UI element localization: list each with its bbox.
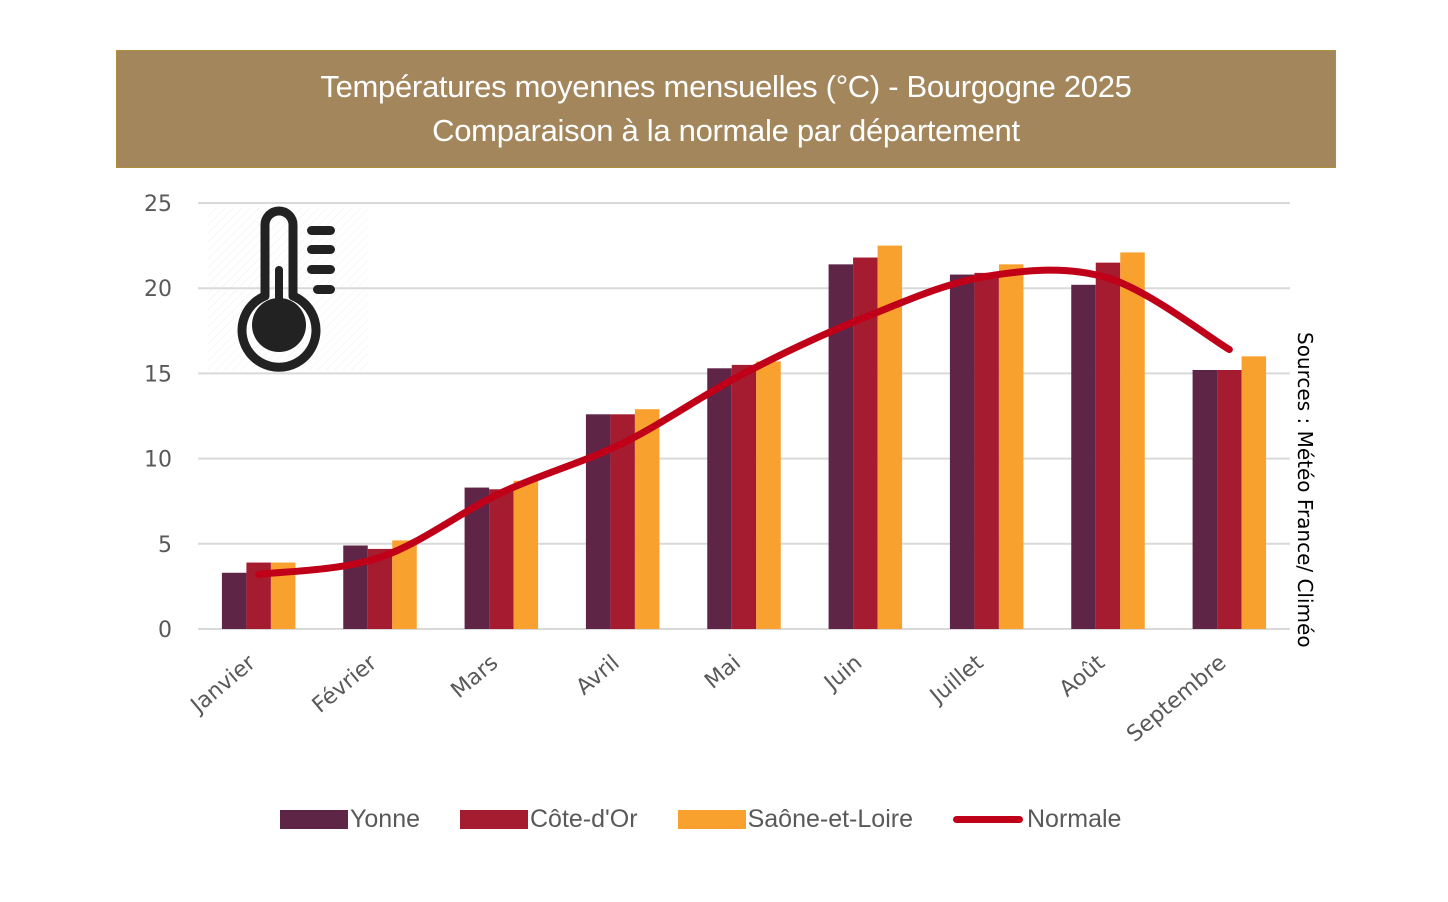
x-tick-label: Mars (447, 650, 504, 703)
x-tick-label: Juillet (924, 650, 989, 710)
bar-yonne-février (343, 545, 368, 629)
bar-yonne-septembre (1192, 369, 1218, 629)
source-note: Sources : Météo France/ Climéo (1293, 332, 1317, 648)
y-tick-label: 20 (144, 277, 172, 302)
bar-sa-ne-et-loire-mars (513, 480, 539, 629)
bar-sa-ne-et-loire-avril (634, 409, 660, 629)
legend-swatch-saone-et-loire (677, 810, 746, 829)
legend-item-normale: Normale (952, 805, 1122, 834)
bar-yonne-janvier (221, 572, 247, 629)
y-tick-label: 0 (158, 618, 172, 643)
chart-title: Températures moyennes mensuelles (°C) - … (320, 69, 1132, 104)
bar-c-te-d-or-juillet (974, 272, 999, 629)
legend-item-yonne: Yonne (280, 805, 420, 834)
x-tick-label: Juin (819, 650, 868, 696)
bar-yonne-juin (828, 264, 854, 629)
legend-label-cote-d-or: Côte-d'Or (530, 805, 638, 833)
x-axis-ticks: Janvier Février Mars Avril Mai Juin Juillet Aoû… (185, 650, 1231, 748)
bar-yonne-mai (707, 368, 732, 629)
bar-sa-ne-et-loire-septembre (1241, 356, 1267, 629)
legend-label-saone-et-loire: Saône-et-Loire (747, 805, 913, 833)
chart-subtitle: Comparaison à la normale par département (432, 113, 1020, 148)
legend-item-cote-d-or: Côte-d'Or (460, 805, 638, 834)
x-tick-label: Avril (572, 650, 625, 700)
bars (221, 245, 1267, 629)
thermometer-icon (208, 206, 368, 372)
bar-sa-ne-et-loire-mai (756, 361, 781, 629)
legend-swatch-cote-d-or (460, 810, 528, 829)
legend-item-saone-et-loire: Saône-et-Loire (677, 805, 913, 834)
legend-label-yonne: Yonne (350, 805, 420, 833)
y-tick-label: 15 (144, 362, 172, 387)
bar-yonne-avril (585, 414, 611, 629)
bar-c-te-d-or-septembre (1217, 369, 1242, 629)
chart-title-banner: Températures moyennes mensuelles (°C) - … (116, 50, 1336, 168)
bar-yonne-juillet (949, 274, 975, 629)
bar-sa-ne-et-loire-février (392, 540, 417, 629)
legend-swatch-normale (952, 816, 1023, 823)
bar-sa-ne-et-loire-août (1120, 252, 1145, 629)
legend-label-normale: Normale (1026, 805, 1122, 833)
legend: Yonne Côte-d'Or Saône-et-Loire Normale (280, 805, 1161, 834)
x-tick-label: Janvier (185, 650, 261, 720)
bar-yonne-août (1071, 284, 1096, 629)
y-axis-ticks: 0 5 10 15 20 25 (144, 192, 172, 643)
x-tick-label: Février (308, 650, 383, 718)
y-tick-label: 5 (158, 533, 172, 558)
bar-c-te-d-or-mars (489, 489, 514, 629)
x-tick-label: Août (1055, 650, 1110, 702)
y-tick-label: 10 (144, 448, 172, 473)
x-tick-label: Mai (700, 650, 746, 694)
y-tick-label: 25 (144, 192, 172, 217)
normale-line (255, 266, 1233, 578)
bar-c-te-d-or-mai (731, 364, 757, 629)
x-tick-label: Septembre (1122, 650, 1231, 747)
legend-swatch-yonne (280, 810, 348, 829)
bar-sa-ne-et-loire-juillet (998, 264, 1024, 629)
bar-c-te-d-or-août (1095, 262, 1121, 629)
